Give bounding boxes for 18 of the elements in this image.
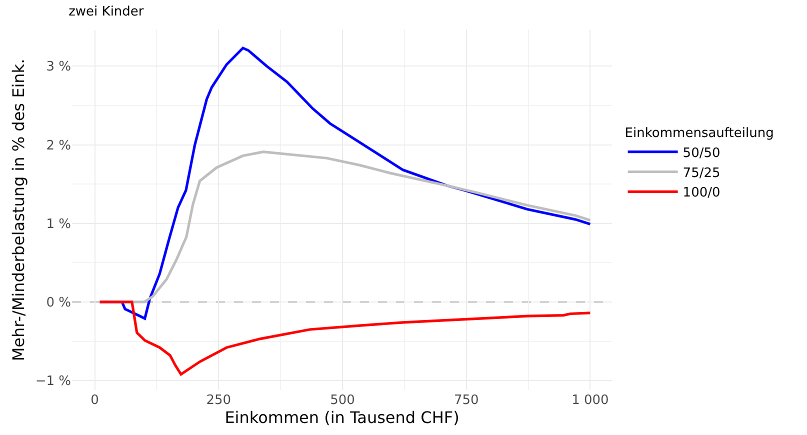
x-tick-label: 0 [90, 393, 99, 408]
y-tick-label: −1 % [35, 374, 71, 390]
y-tick-label: 0 % [46, 296, 71, 311]
x-tick-label: 500 [330, 393, 355, 408]
line-series [98, 300, 592, 376]
x-tick-label: 750 [454, 393, 479, 408]
y-tick-label: 3 % [46, 60, 71, 75]
x-tick-label: 1 000 [572, 393, 609, 408]
x-tick-label: 250 [206, 393, 232, 408]
legend-title: Einkommensaufteilung [624, 126, 774, 141]
y-tick-label: 2 % [46, 138, 71, 154]
legend-label: 50/50 [682, 146, 720, 161]
legend-label: 100/0 [682, 186, 720, 201]
legend-label: 75/25 [682, 166, 720, 181]
y-tick-label: 1 % [46, 216, 71, 232]
y-axis-title: Mehr-/Minderbelastung in % des Eink. [9, 58, 28, 362]
x-axis-title: Einkommen (in Tausend CHF) [224, 408, 460, 427]
chart-title: zwei Kinder [68, 4, 144, 20]
